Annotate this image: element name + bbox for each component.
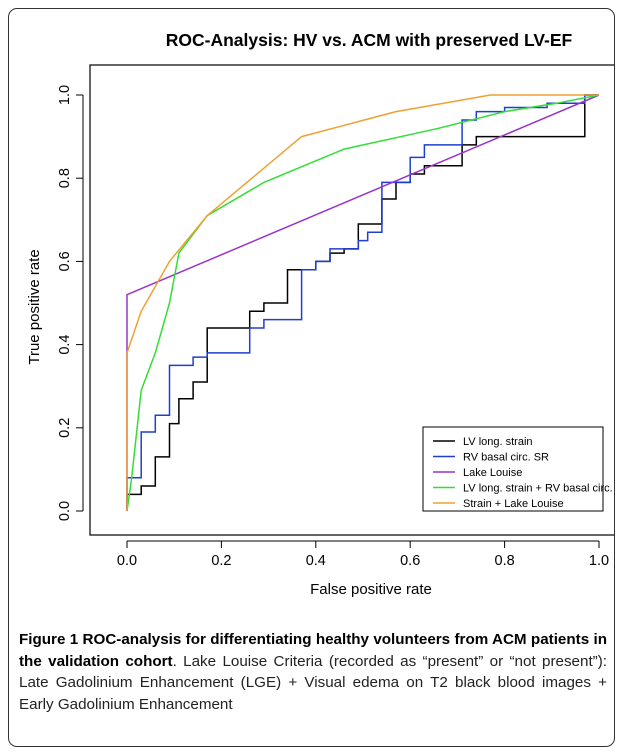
series-line-5 bbox=[126, 94, 599, 511]
y-tick-label: 0.6 bbox=[57, 251, 73, 271]
series-layer bbox=[126, 94, 600, 512]
legend-label-4: LV long. strain + RV basal circ. SR bbox=[463, 483, 614, 495]
y-tick-label: 0.4 bbox=[57, 335, 73, 355]
figure-frame: ROC-Analysis: HV vs. ACM with preserved … bbox=[8, 8, 615, 747]
x-axis-label: False positive rate bbox=[310, 581, 432, 598]
legend-label-1: LV long. strain bbox=[463, 436, 533, 448]
x-tick-label: 1.0 bbox=[589, 553, 609, 569]
y-tick-label: 0.8 bbox=[57, 168, 73, 188]
plot-area-frame bbox=[89, 64, 614, 536]
series-line-2 bbox=[126, 94, 599, 511]
chart-title: ROC-Analysis: HV vs. ACM with preserved … bbox=[166, 30, 573, 50]
y-tick-label: 0.0 bbox=[57, 501, 73, 521]
x-tick-label: 0.4 bbox=[306, 553, 326, 569]
y-axis-label: True positive rate bbox=[26, 249, 43, 364]
caption-label: Figure 1 bbox=[19, 631, 79, 648]
y-tick-label: 0.2 bbox=[57, 418, 73, 438]
caption-title: ROC-analysis for differentiating healthy… bbox=[19, 631, 607, 670]
x-tick-label: 0.2 bbox=[211, 553, 231, 569]
x-tick-label: 0.8 bbox=[495, 553, 515, 569]
x-tick-label: 0.0 bbox=[117, 553, 137, 569]
legend-label-5: Strain + Lake Louise bbox=[463, 498, 564, 510]
legend-items: LV long. strain RV basal circ. SR Lake Lou… bbox=[433, 436, 614, 510]
caption-text: . Lake Louise Criteria (recorded as “pre… bbox=[19, 652, 608, 713]
axes-layer: 0.0 0.2 0.4 0.6 0.8 1.0 0.0 0.2 0.4 0.6 0.8 1.0 bbox=[57, 85, 609, 569]
legend-label-3: Lake Louise bbox=[463, 467, 522, 479]
legend: LV long. strain RV basal circ. SR Lake Lou… bbox=[422, 426, 614, 512]
roc-chart: ROC-Analysis: HV vs. ACM with preserved … bbox=[26, 30, 614, 598]
x-tick-label: 0.6 bbox=[400, 553, 420, 569]
y-tick-label: 1.0 bbox=[57, 85, 73, 105]
legend-label-2: RV basal circ. SR bbox=[463, 452, 549, 464]
figure-caption: Figure 1 ROC-analysis for differentiatin… bbox=[19, 629, 607, 715]
